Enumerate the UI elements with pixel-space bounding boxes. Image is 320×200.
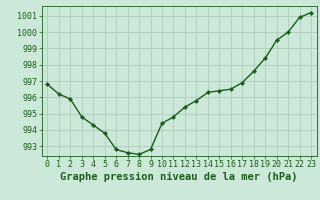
X-axis label: Graphe pression niveau de la mer (hPa): Graphe pression niveau de la mer (hPa) [60, 172, 298, 182]
